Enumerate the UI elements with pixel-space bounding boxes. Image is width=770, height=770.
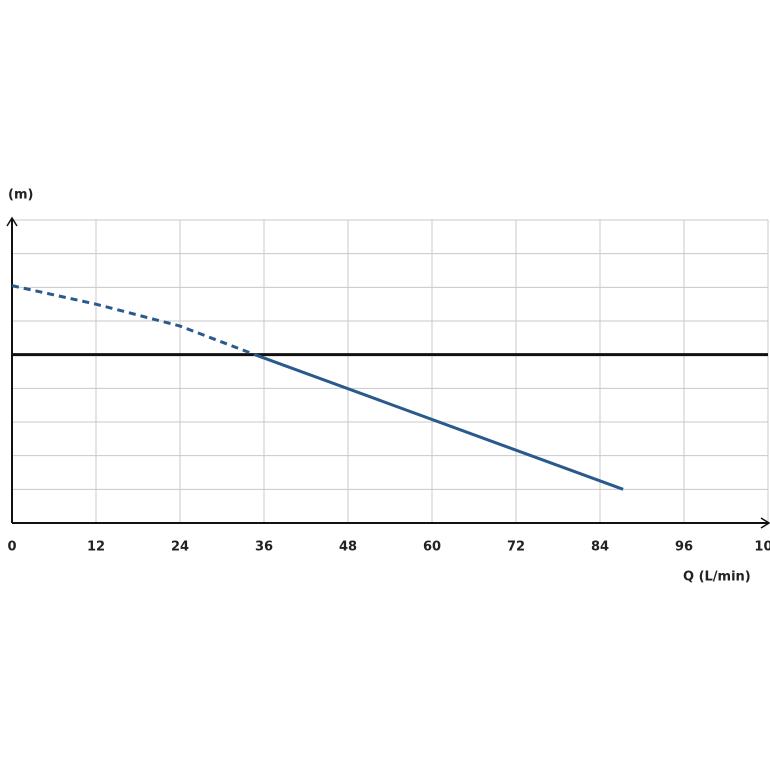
y-axis-arrow <box>6 216 18 227</box>
x-tick-label: 12 <box>87 540 105 555</box>
x-tick-label: 60 <box>423 540 441 555</box>
x-tick-label: 48 <box>339 540 357 555</box>
x-tick-label: 84 <box>591 540 609 555</box>
x-tick-label: 96 <box>675 540 693 555</box>
line-series <box>11 284 256 357</box>
x-tick-label: 72 <box>507 540 525 555</box>
x-tick-label: 108 <box>754 540 770 555</box>
x-tick-label: 0 <box>7 540 16 555</box>
x-axis-arrow <box>760 517 770 529</box>
x-tick-label: 24 <box>171 540 189 555</box>
x-tick-label: 36 <box>255 540 273 555</box>
x-axis-label: Q (L/min) <box>683 570 751 585</box>
line-series <box>254 353 624 491</box>
y-axis-label: (m) <box>8 188 33 203</box>
